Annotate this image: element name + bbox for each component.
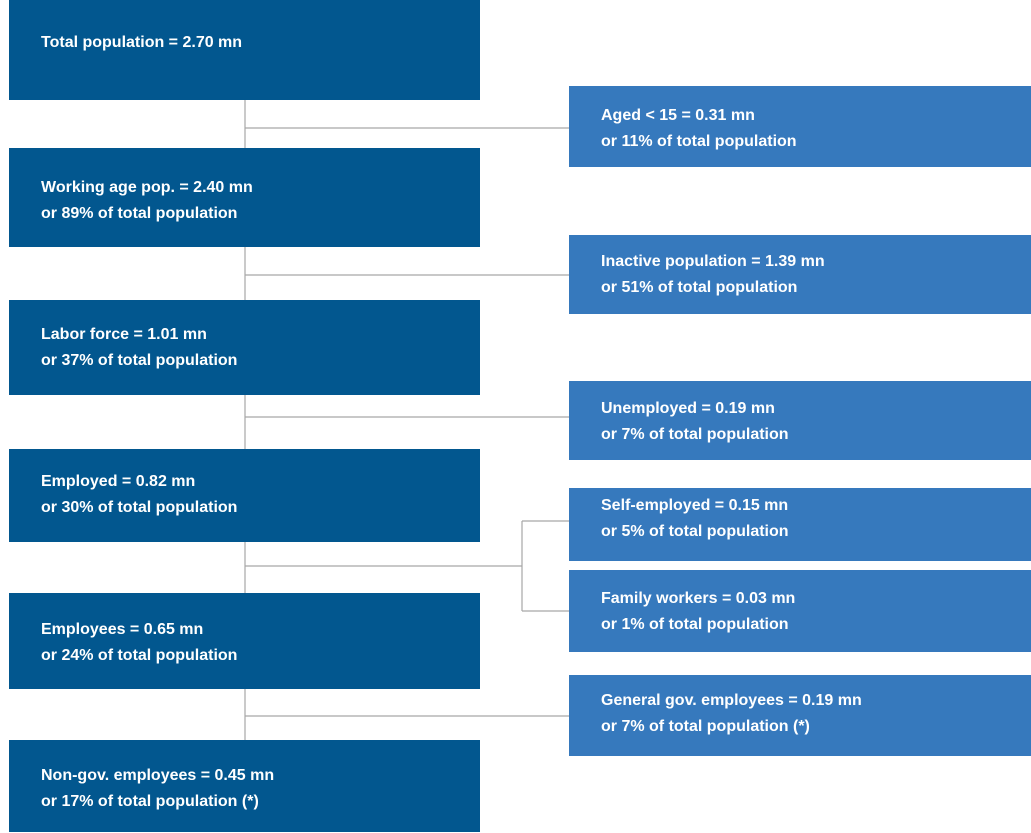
node: Inactive population = 1.39 mn or 51% of t… — [569, 235, 1031, 314]
node: Employees = 0.65 mn or 24% of total popul… — [9, 593, 480, 689]
node: General gov. employees = 0.19 mn or 7% of… — [569, 675, 1031, 756]
node-label: or 7% of total population (*) — [601, 718, 810, 735]
node-label: Self-employed = 0.15 mn — [601, 497, 788, 514]
node-label: Employees = 0.65 mn — [41, 621, 203, 638]
node-box — [569, 488, 1031, 561]
node-box — [9, 593, 480, 689]
node-label: or 30% of total population — [41, 499, 237, 516]
node-label: Inactive population = 1.39 mn — [601, 253, 825, 270]
node-label: or 11% of total population — [601, 133, 797, 150]
node-label: or 51% of total population — [601, 279, 797, 296]
node-label: Labor force = 1.01 mn — [41, 326, 207, 343]
node-label: Total population = 2.70 mn — [41, 34, 242, 51]
node: Total population = 2.70 mn — [9, 0, 480, 100]
node-label: or 1% of total population — [601, 616, 789, 633]
node-box — [569, 235, 1031, 314]
connectors — [244, 100, 569, 740]
node-label: or 89% of total population — [41, 205, 237, 222]
node-label: or 24% of total population — [41, 647, 237, 664]
node-label: or 5% of total population — [601, 523, 789, 540]
node-label: General gov. employees = 0.19 mn — [601, 692, 862, 709]
node-label: Family workers = 0.03 mn — [601, 590, 795, 607]
connector — [244, 247, 569, 300]
node-box — [9, 449, 480, 542]
node: Labor force = 1.01 mn or 37% of total pop… — [9, 300, 480, 395]
node-label: or 37% of total population — [41, 352, 237, 369]
node-label: or 17% of total population (*) — [41, 793, 259, 810]
node: Aged < 15 = 0.31 mn or 11% of total popul… — [569, 86, 1031, 167]
node-label: Unemployed = 0.19 mn — [601, 400, 775, 417]
node-label: Aged < 15 = 0.31 mn — [601, 107, 755, 124]
node-box — [569, 675, 1031, 756]
node: Working age pop. = 2.40 mn or 89% of tota… — [9, 148, 480, 247]
connector — [244, 395, 569, 449]
node-box — [569, 381, 1031, 460]
connector — [244, 689, 569, 740]
node-box — [9, 0, 480, 100]
node-box — [9, 148, 480, 247]
node: Non-gov. employees = 0.45 mn or 17% of to… — [9, 740, 480, 832]
node: Family workers = 0.03 mn or 1% of total p… — [569, 570, 1031, 652]
node-label: Employed = 0.82 mn — [41, 473, 195, 490]
node: Self-employed = 0.15 mn or 5% of total po… — [569, 488, 1031, 561]
node-box — [9, 740, 480, 832]
connector — [244, 520, 569, 612]
node: Employed = 0.82 mn or 30% of total popula… — [9, 449, 480, 542]
node-label: Non-gov. employees = 0.45 mn — [41, 767, 274, 784]
connector — [244, 100, 569, 148]
node-label: or 7% of total population — [601, 426, 789, 443]
node: Unemployed = 0.19 mn or 7% of total popul… — [569, 381, 1031, 460]
node-box — [569, 570, 1031, 652]
node-label: Working age pop. = 2.40 mn — [41, 179, 253, 196]
node-box — [9, 300, 480, 395]
node-box — [569, 86, 1031, 167]
